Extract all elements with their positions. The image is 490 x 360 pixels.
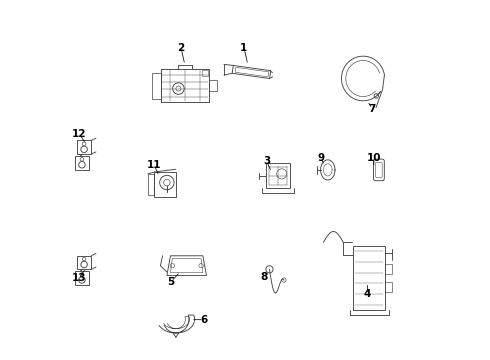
Bar: [353, 246, 385, 310]
Bar: [209, 80, 217, 91]
Bar: [148, 174, 154, 195]
Text: 5: 5: [168, 276, 175, 287]
Text: 9: 9: [318, 153, 325, 163]
Bar: [151, 73, 161, 99]
Text: 2: 2: [177, 42, 185, 53]
Text: 4: 4: [364, 289, 371, 300]
Bar: [385, 264, 392, 274]
Text: 13: 13: [72, 273, 87, 283]
Text: 1: 1: [240, 42, 247, 53]
Bar: [202, 70, 208, 76]
Text: 7: 7: [368, 104, 376, 114]
Text: 6: 6: [200, 315, 207, 325]
Bar: [266, 163, 291, 188]
Bar: [77, 140, 91, 154]
Bar: [161, 69, 209, 102]
Bar: [154, 172, 176, 197]
Text: 10: 10: [367, 153, 381, 163]
Bar: [77, 256, 91, 269]
Text: 3: 3: [263, 156, 270, 166]
Text: 11: 11: [147, 159, 161, 170]
Bar: [385, 282, 392, 292]
Text: 12: 12: [72, 129, 87, 139]
Bar: [75, 271, 89, 285]
Text: 8: 8: [261, 272, 268, 282]
Bar: [75, 156, 89, 170]
